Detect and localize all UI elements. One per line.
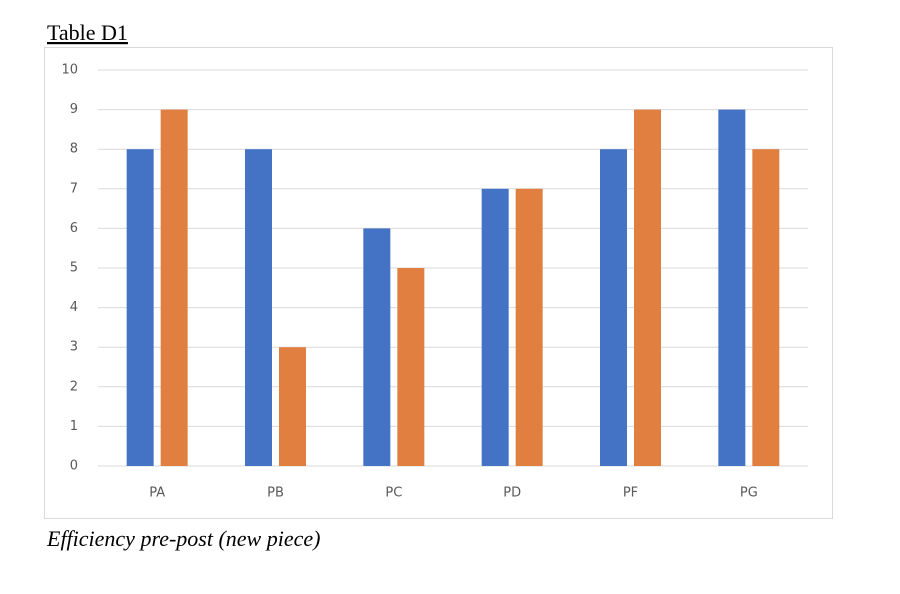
bar [245,149,272,466]
bar [718,109,746,466]
chart-caption: Efficiency pre-post (new piece) [46,526,320,551]
x-tick-label: PC [385,486,402,501]
chart-title: Table D1 [47,20,128,45]
y-tick-label: 1 [70,419,78,434]
y-tick-label: 0 [70,459,78,474]
y-tick-label: 10 [61,63,78,78]
x-tick-label: PF [623,486,638,501]
y-tick-label: 2 [70,379,78,394]
y-tick-label: 4 [70,300,78,315]
bar [752,149,780,466]
bar [600,149,627,466]
y-tick-label: 6 [70,221,78,236]
y-tick-label: 9 [70,102,78,117]
bar [363,228,391,466]
x-tick-label: PA [149,486,165,501]
bar [160,109,188,466]
y-tick-label: 7 [70,181,78,196]
bar [515,188,543,467]
bar [279,347,306,466]
y-tick-label: 8 [70,142,78,157]
bar [126,149,154,466]
y-tick-label: 5 [70,261,78,276]
bar [397,268,425,466]
bar [634,109,661,466]
bar [481,188,509,467]
x-tick-label: PG [740,486,758,501]
x-tick-label: PD [503,486,521,501]
x-tick-label: PB [267,486,284,501]
y-tick-label: 3 [70,340,78,355]
